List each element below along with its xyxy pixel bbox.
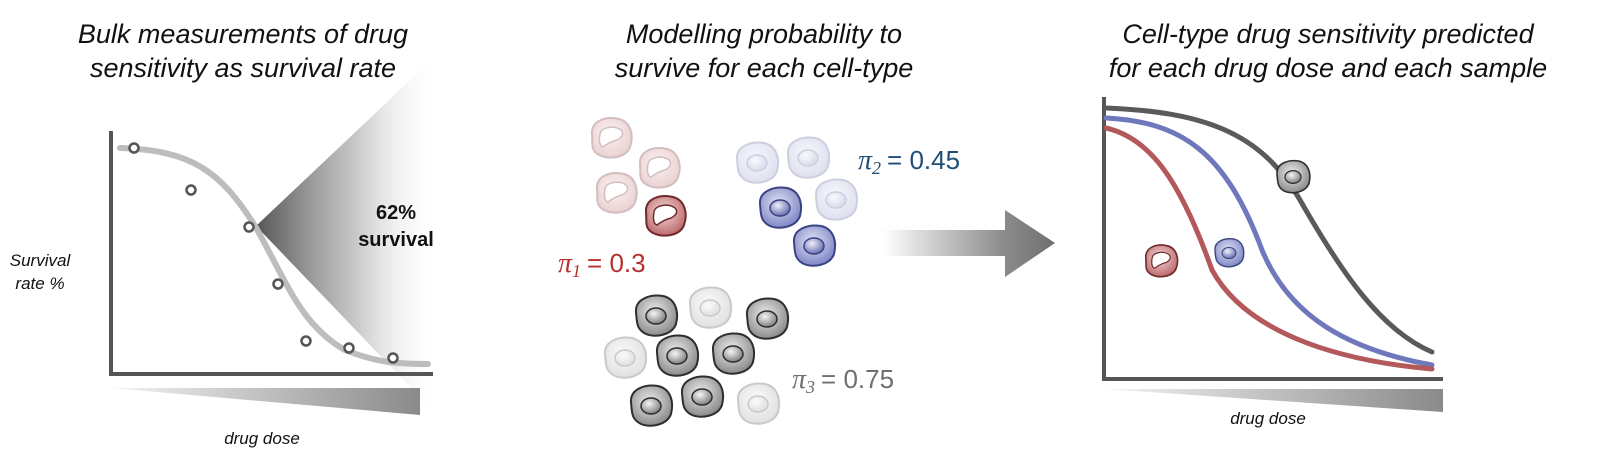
cell-gray [634, 294, 679, 337]
curve-cell-type1 [1103, 125, 1435, 372]
bulk-ylabel-line1: Survival [10, 251, 72, 270]
bulk-xlabel: drug dose [224, 429, 300, 448]
cell-blue [792, 224, 837, 267]
data-point [128, 142, 140, 154]
model-title-line1: Modelling probability to [626, 19, 902, 49]
predicted-title-line2: for each drug dose and each sample [1109, 53, 1547, 83]
data-point [343, 342, 355, 354]
param-pi1-subscript: 1 [572, 261, 581, 281]
model-title-line2: survive for each cell-type [615, 53, 914, 83]
data-point [185, 184, 197, 196]
cell-blue [758, 186, 803, 229]
panel-bulk: Bulk measurements of drug sensitivity as… [10, 19, 440, 448]
param-pi1-label: π1 = 0.3 [558, 248, 646, 281]
survival-callout-cone [256, 52, 440, 418]
param-pi3-symbol: π [792, 364, 807, 395]
bulk-dose-ramp [111, 388, 420, 415]
param-pi3-value: = 0.75 [821, 364, 894, 394]
cell-gray-faded [736, 382, 781, 425]
cell-blue-faded [786, 136, 831, 179]
bulk-ylabel-line2: rate % [15, 274, 64, 293]
curve-cell-type2 [1103, 115, 1435, 368]
cell-gray [655, 334, 700, 377]
param-pi3-subscript: 3 [805, 377, 815, 397]
param-pi1-symbol: π [558, 248, 573, 279]
param-pi2-symbol: π [858, 145, 873, 176]
survival-callout-value: 62% [376, 202, 416, 224]
cell-gray-faded [603, 336, 648, 379]
cell-gray [745, 297, 790, 340]
cell-type2-marker [1214, 238, 1245, 268]
predicted-axes [1102, 97, 1443, 381]
curve-cell-type3 [1103, 105, 1435, 355]
cell-red-faded [638, 147, 681, 189]
bulk-data-points [128, 142, 399, 364]
cell-type1-marker [1144, 244, 1179, 278]
bulk-axes [109, 131, 433, 376]
cell-blue-faded [814, 178, 859, 221]
param-pi2-subscript: 2 [872, 158, 881, 178]
cell-cluster-type3 [603, 286, 790, 427]
param-pi1-value: = 0.3 [587, 248, 646, 278]
bulk-title-line1: Bulk measurements of drug [78, 19, 408, 49]
survival-callout-text: survival [358, 229, 434, 251]
cell-cluster-type1 [590, 117, 687, 237]
data-point [387, 352, 399, 364]
param-pi2-label: π2 = 0.45 [858, 145, 960, 178]
bulk-title-line2: sensitivity as survival rate [90, 53, 396, 83]
data-point [243, 221, 255, 233]
cell-gray-faded [688, 286, 733, 329]
data-point [272, 278, 284, 290]
cell-gray [629, 384, 674, 427]
param-pi3-label: π3 = 0.75 [792, 364, 894, 397]
cell-red [644, 195, 687, 237]
cell-type3-marker [1276, 159, 1311, 194]
panel-model: Modelling probability to survive for eac… [558, 19, 960, 427]
predicted-dose-ramp [1104, 389, 1443, 412]
predicted-title-line1: Cell-type drug sensitivity predicted [1122, 19, 1534, 49]
predicted-xlabel: drug dose [1230, 409, 1306, 428]
cell-red-faded [595, 172, 638, 214]
cell-blue-faded [735, 141, 780, 184]
param-pi2-value: = 0.45 [887, 145, 960, 175]
cell-gray [711, 332, 756, 375]
cell-cluster-type2 [735, 136, 859, 267]
panel-predicted: Cell-type drug sensitivity predicted for… [1102, 19, 1547, 428]
bulk-fit-curve [117, 145, 431, 367]
data-point [300, 335, 312, 347]
cell-red-faded [590, 117, 633, 159]
cell-gray [680, 375, 725, 418]
transition-arrow [882, 210, 1055, 277]
